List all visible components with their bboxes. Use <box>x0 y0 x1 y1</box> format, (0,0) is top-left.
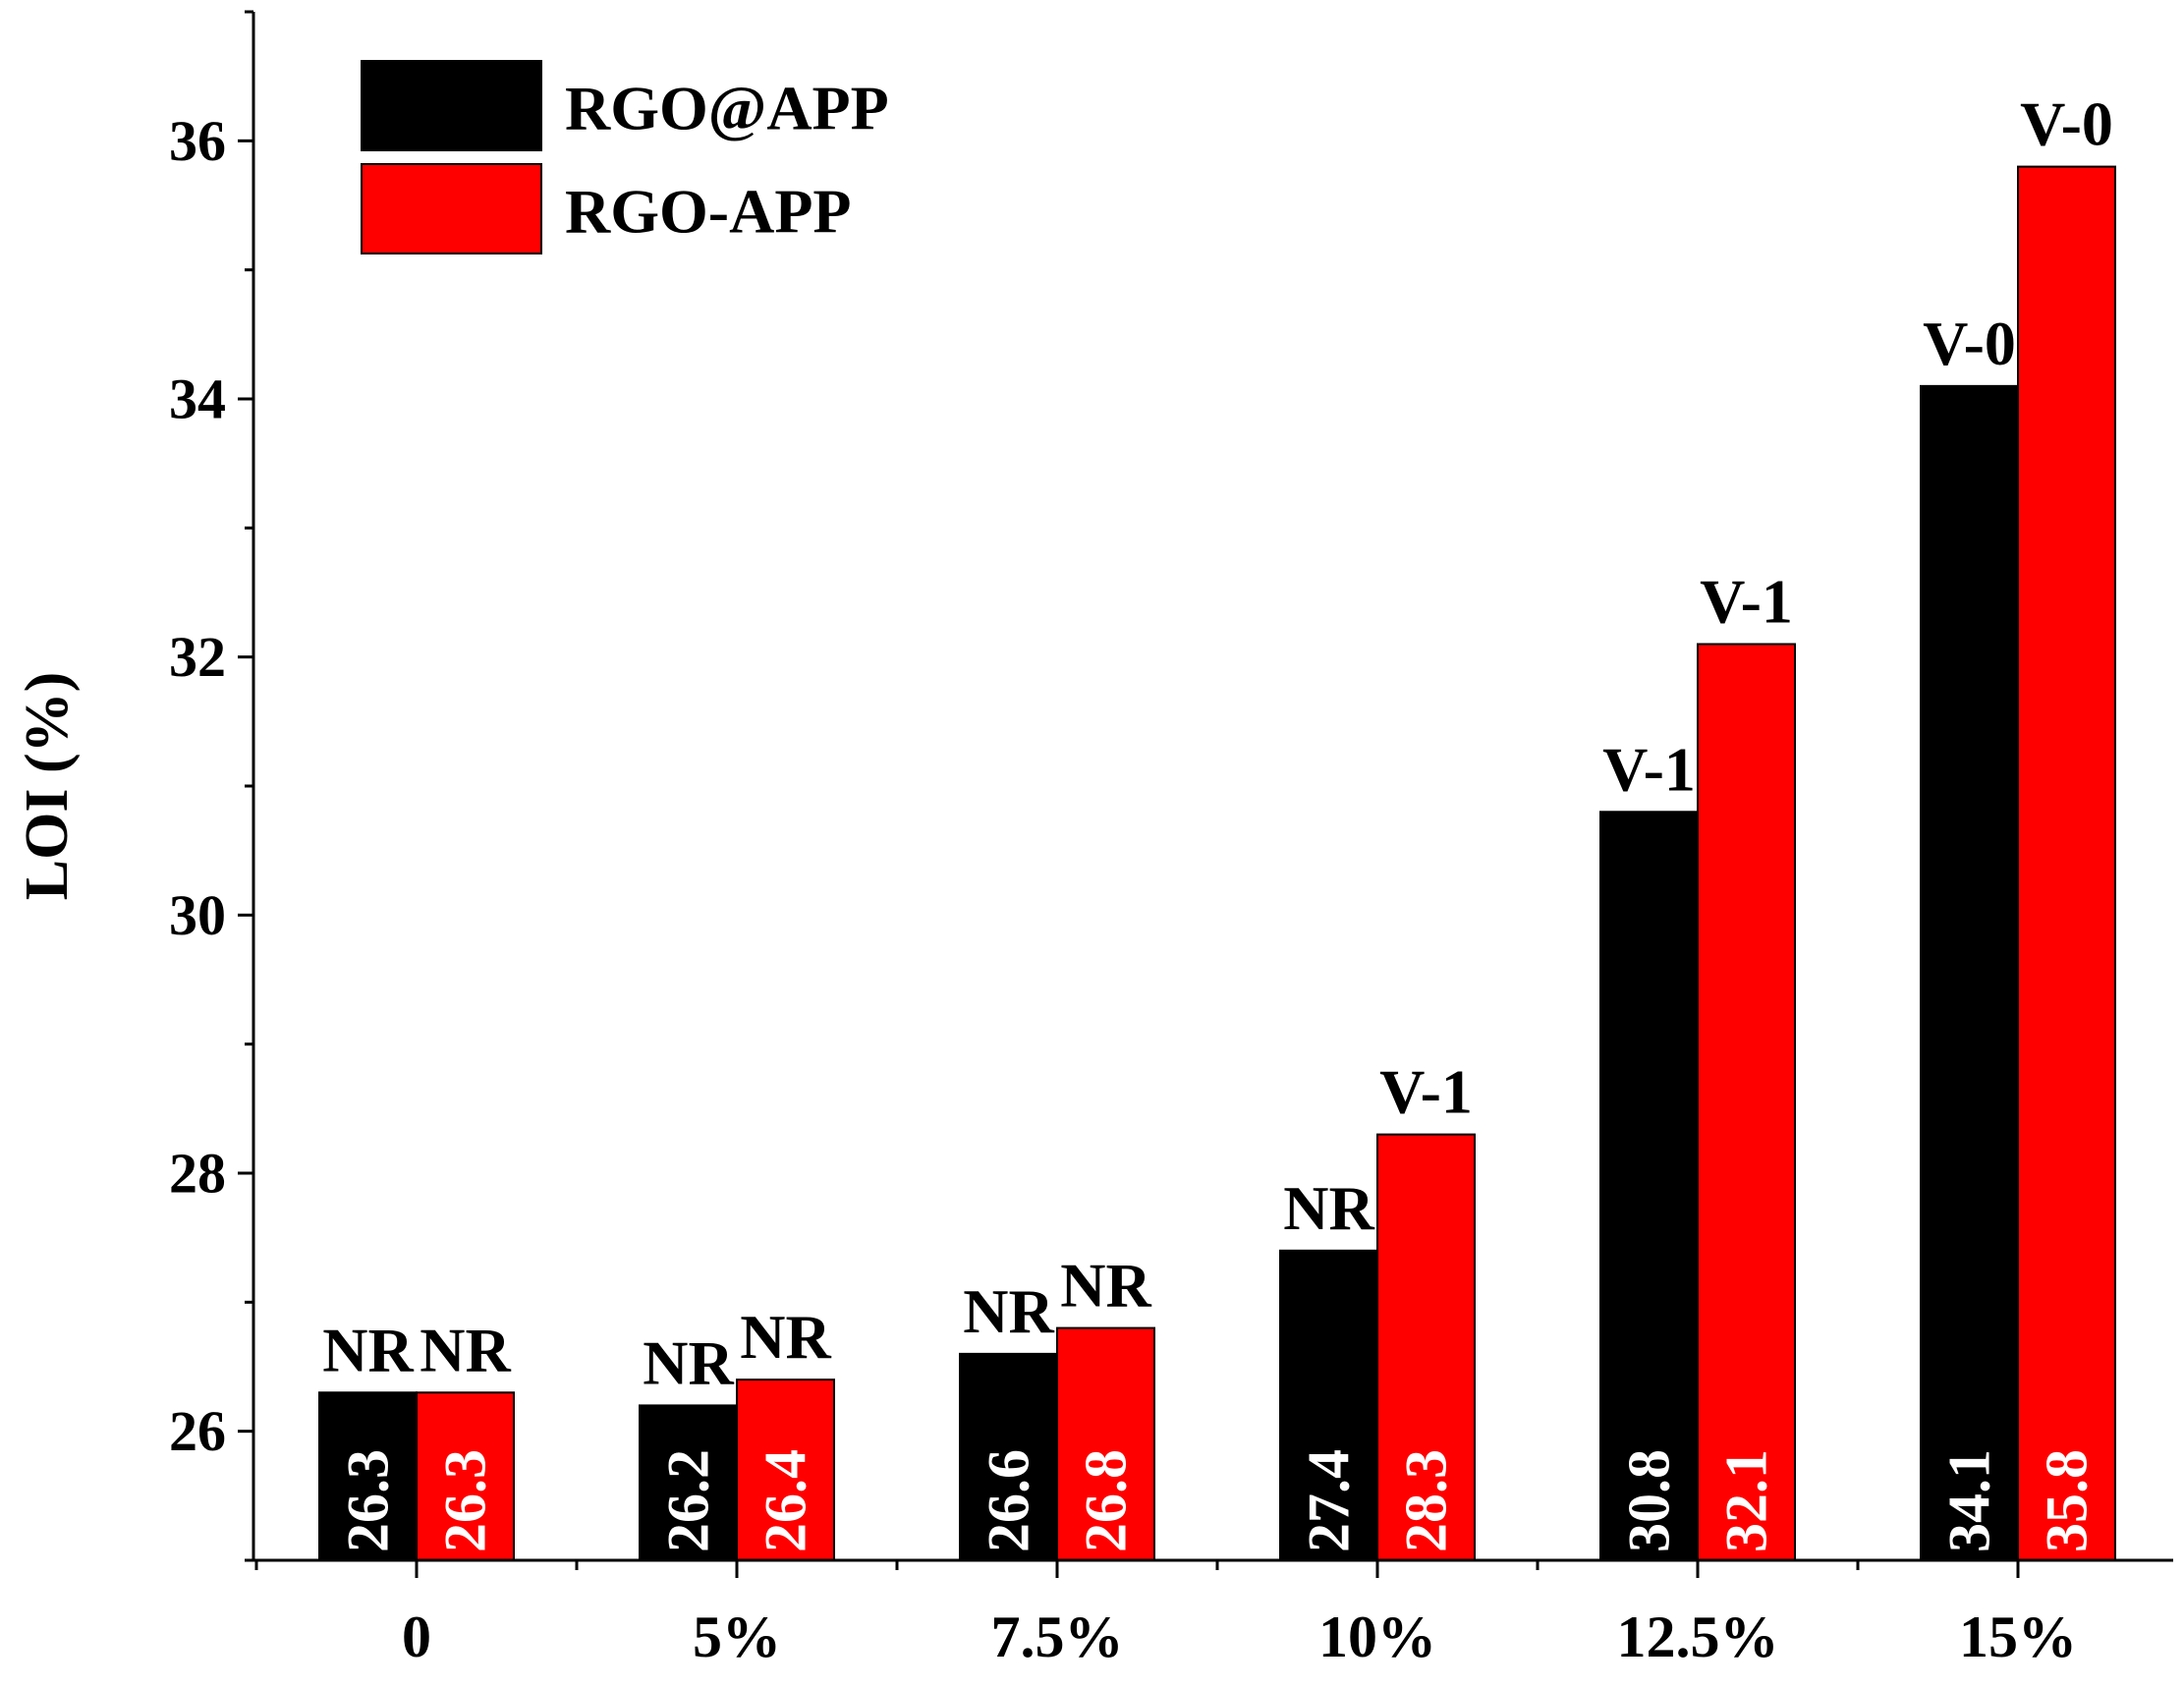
value-label: 30.8 <box>1617 1449 1682 1552</box>
x-tick-label: 0 <box>402 1605 431 1669</box>
y-tick-label: 32 <box>169 625 226 689</box>
rating-label: V-0 <box>2020 89 2113 159</box>
value-label: 28.3 <box>1394 1449 1459 1552</box>
labels-layer: 26.3 NR 26.3 NR 26.2 NR 26.4 NR 26.6 NR 26.8 NR 27.4… <box>322 89 2113 1552</box>
bar-rgo-app-3 <box>1376 1133 1476 1561</box>
x-tick-label: 15% <box>1959 1605 2077 1669</box>
rating-label: V-0 <box>1923 309 2016 378</box>
value-label: 26.3 <box>433 1449 498 1552</box>
legend-label-1: RGO-APP <box>565 177 852 247</box>
rating-label: NR <box>963 1276 1054 1346</box>
bar-rgo-app-0 <box>416 1391 515 1562</box>
legend-swatch-1 <box>361 163 542 254</box>
bar-rgo-app-5 <box>2017 165 2116 1562</box>
rating-label: NR <box>643 1327 734 1397</box>
y-tick-label: 36 <box>169 109 226 173</box>
bar-rgo-at-app-1 <box>639 1404 738 1562</box>
x-tick-label: 7.5% <box>991 1605 1124 1669</box>
x-tick-label: 10% <box>1318 1605 1436 1669</box>
value-label: 26.8 <box>1074 1449 1139 1552</box>
value-label: 35.8 <box>2035 1449 2100 1552</box>
value-label: 32.1 <box>1714 1449 1779 1552</box>
legend: RGO@APP RGO-APP <box>361 60 889 254</box>
bar-rgo-at-app-3 <box>1279 1249 1378 1562</box>
value-label: 26.4 <box>754 1449 818 1552</box>
rating-label: V-1 <box>1379 1057 1473 1127</box>
bar-rgo-app-4 <box>1697 643 1796 1561</box>
x-tick-label: 12.5% <box>1617 1605 1779 1669</box>
rating-label: NR <box>420 1315 511 1384</box>
rating-label: NR <box>1283 1173 1374 1243</box>
value-label: 27.4 <box>1297 1449 1362 1552</box>
legend-label-0: RGO@APP <box>565 74 889 143</box>
legend-swatch-0 <box>361 60 542 151</box>
value-label: 34.1 <box>1937 1449 2002 1552</box>
y-tick-label: 26 <box>169 1399 226 1463</box>
y-tick-label: 34 <box>169 367 226 431</box>
rating-label: NR <box>740 1302 831 1372</box>
bar-rgo-at-app-4 <box>1599 811 1699 1561</box>
y-tick-label: 28 <box>169 1142 226 1206</box>
rating-label: V-1 <box>1602 734 1696 804</box>
bar-rgo-at-app-0 <box>318 1391 418 1562</box>
axes-layer: 26 28 30 32 34 36 0 5% 7.5% 10% 12.5% 15% <box>169 10 2173 1669</box>
x-tick-label: 5% <box>693 1605 781 1669</box>
rating-label: NR <box>1060 1251 1151 1321</box>
bar-rgo-at-app-5 <box>1920 384 2019 1561</box>
y-axis-title: LOI (%) <box>14 672 81 901</box>
y-tick-label: 30 <box>169 883 226 947</box>
bars-layer <box>318 165 2116 1562</box>
value-label: 26.2 <box>656 1449 721 1552</box>
value-label: 26.3 <box>336 1449 401 1552</box>
value-label: 26.6 <box>977 1449 1041 1552</box>
rating-label: V-1 <box>1700 567 1793 637</box>
rating-label: NR <box>322 1315 414 1384</box>
